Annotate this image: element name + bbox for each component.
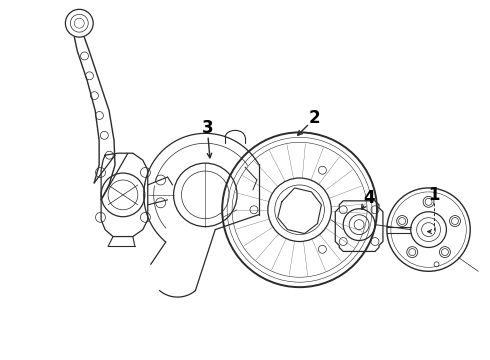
Text: 2: 2 (309, 109, 320, 127)
Text: 4: 4 (363, 189, 375, 207)
Text: 1: 1 (428, 186, 439, 204)
Text: 3: 3 (201, 120, 213, 138)
